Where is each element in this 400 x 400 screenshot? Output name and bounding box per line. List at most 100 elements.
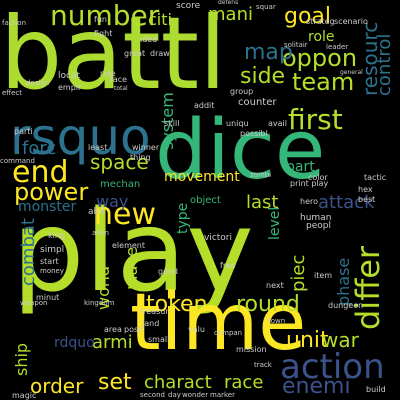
word-abil: abil bbox=[88, 207, 105, 217]
word-set: set bbox=[98, 370, 132, 395]
word-parti: parti bbox=[14, 127, 33, 136]
word-marker: marker bbox=[210, 391, 235, 399]
word-next: next bbox=[266, 281, 284, 290]
word-team: team bbox=[292, 68, 355, 96]
word-area: area bbox=[104, 325, 122, 334]
word-command: command bbox=[0, 157, 35, 165]
word-time: time bbox=[130, 278, 307, 368]
word-monster: monster bbox=[18, 199, 77, 215]
word-level: level bbox=[267, 206, 283, 240]
word-small: small bbox=[148, 335, 170, 344]
word-last: last bbox=[246, 192, 279, 213]
word-space: space bbox=[90, 150, 149, 174]
word-strateg: strateg bbox=[306, 17, 335, 26]
word-skill: skill bbox=[164, 119, 180, 128]
word-order: order bbox=[30, 374, 84, 398]
word-design: design bbox=[26, 79, 50, 87]
word-start: start bbox=[40, 257, 59, 266]
word-king: king bbox=[48, 231, 66, 240]
word-play: play bbox=[12, 187, 254, 317]
word-map: map bbox=[244, 40, 293, 65]
word-rule: rule bbox=[100, 69, 116, 78]
word-second: second bbox=[140, 391, 165, 399]
word-dice: dice bbox=[155, 103, 326, 198]
word-end: end bbox=[12, 155, 69, 190]
word-human: human bbox=[300, 213, 332, 223]
word-effect: effect bbox=[2, 89, 23, 97]
word-armi: armi bbox=[92, 332, 133, 353]
word-element: element bbox=[112, 241, 145, 250]
word-posit: posit bbox=[124, 325, 144, 334]
word-battl: battl bbox=[0, 0, 227, 112]
word-charact: charact bbox=[144, 372, 212, 393]
word-combat: combat bbox=[18, 218, 39, 286]
word-magic: magic bbox=[12, 391, 37, 400]
word-new: new bbox=[94, 197, 157, 232]
word-general: general bbox=[340, 69, 363, 76]
word-color: color bbox=[308, 173, 328, 182]
word-counter: counter bbox=[238, 97, 277, 108]
word-least: least bbox=[88, 143, 108, 152]
word-minut: minut bbox=[36, 293, 60, 302]
word-good: good bbox=[158, 267, 178, 276]
word-fun: fun bbox=[94, 15, 107, 24]
word-score: score bbox=[176, 1, 201, 11]
word-uniqu: uniqu bbox=[226, 119, 249, 128]
word-defens: defens bbox=[218, 0, 239, 6]
word-enemi: enemi bbox=[282, 374, 351, 399]
word-total: total bbox=[114, 85, 128, 92]
word-free: free bbox=[220, 261, 236, 270]
word-differ: differ bbox=[349, 245, 387, 330]
word-first: first bbox=[288, 103, 343, 136]
word-compan: compan bbox=[214, 329, 243, 337]
word-role: role bbox=[308, 29, 335, 45]
word-mission: mission bbox=[236, 345, 267, 354]
word-fight: fight bbox=[94, 29, 113, 38]
word-ship: ship bbox=[12, 342, 31, 376]
word-tactic: tactic bbox=[364, 173, 387, 182]
word-phase: phase bbox=[334, 257, 353, 306]
word-solitair: solitair bbox=[284, 41, 308, 49]
word-way: way bbox=[96, 192, 129, 211]
word-race: race bbox=[224, 372, 264, 393]
word-money: money bbox=[40, 267, 64, 275]
word-empir: empir bbox=[58, 83, 82, 92]
word-kingdom: kingdom bbox=[84, 299, 115, 307]
word-alien: alien bbox=[92, 229, 109, 237]
word-possibl: possibl bbox=[240, 129, 268, 138]
word-forc: forc bbox=[22, 138, 57, 159]
word-print-play: print play bbox=[290, 179, 329, 188]
word-draw: draw bbox=[150, 49, 170, 58]
word-goal: goal bbox=[284, 4, 332, 29]
word-track: track bbox=[254, 361, 272, 369]
word-land: land bbox=[142, 319, 160, 328]
word-type: type bbox=[175, 202, 191, 234]
word-addit: addit bbox=[194, 101, 215, 110]
word-build: build bbox=[366, 385, 386, 394]
word-peopl: peopl bbox=[306, 221, 331, 231]
word-locat: locat bbox=[58, 71, 80, 81]
word-wonder: wonder bbox=[182, 391, 209, 399]
word-group: group bbox=[230, 87, 254, 96]
word-simpl: simpl bbox=[40, 245, 65, 255]
word-part: part bbox=[286, 159, 315, 175]
word-place: place bbox=[122, 246, 141, 290]
word-town: town bbox=[268, 317, 286, 325]
word-zombi: zombi bbox=[250, 171, 272, 179]
word-unit: unit bbox=[286, 328, 329, 353]
word-avail: avail bbox=[268, 119, 287, 128]
word-leader: leader bbox=[326, 43, 349, 51]
word-movement: movement bbox=[164, 169, 240, 185]
word-treasur: treasur bbox=[140, 307, 169, 316]
word-day: day bbox=[168, 391, 181, 399]
word-token: token bbox=[146, 292, 208, 317]
word-side: side bbox=[240, 64, 286, 89]
word-number: number bbox=[50, 0, 160, 32]
word-mani: mani bbox=[208, 4, 253, 25]
word-winner: winner bbox=[132, 143, 160, 152]
word-victori: victori bbox=[204, 233, 233, 243]
word-face: face bbox=[110, 75, 128, 84]
word-object: object bbox=[190, 195, 221, 206]
word-valu: valu bbox=[188, 325, 205, 334]
